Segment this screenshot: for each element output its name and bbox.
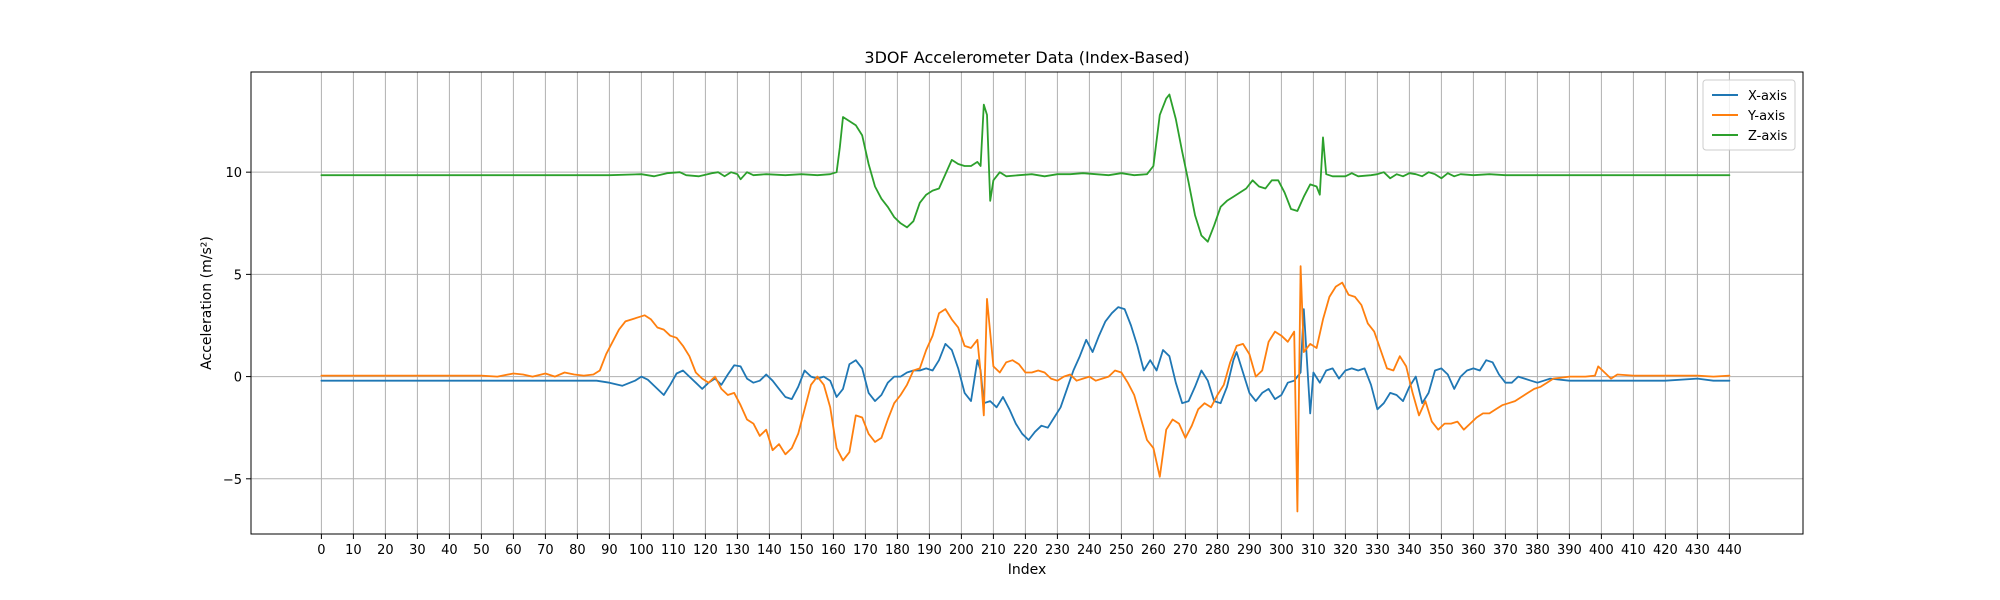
x-tick-label: 160 (821, 543, 846, 558)
grid (251, 72, 1803, 534)
x-tick-label: 300 (1269, 543, 1294, 558)
x-tick-label: 250 (1109, 543, 1134, 558)
x-tick-label: 90 (601, 543, 618, 558)
series-line-y-axis (320, 265, 1731, 513)
y-tick-label: 0 (234, 371, 242, 386)
plot-frame (250, 71, 1804, 535)
x-tick-label: 270 (1173, 543, 1198, 558)
x-tick-label: 320 (1333, 543, 1358, 558)
y-axis-label: Acceleration (m/s²) (199, 236, 215, 370)
x-tick-label: 180 (885, 543, 910, 558)
x-tick-label: 440 (1717, 543, 1742, 558)
x-axis-ticks: 0 10 20 30 40 50 60 70 80 90 100 110 120 130 140 150 160… (317, 534, 1742, 558)
x-tick-label: 150 (789, 543, 814, 558)
y-tick-label: 5 (234, 268, 242, 283)
y-tick-label: −5 (223, 473, 242, 488)
x-tick-label: 330 (1365, 543, 1390, 558)
x-tick-label: 400 (1589, 543, 1614, 558)
x-tick-label: 390 (1557, 543, 1582, 558)
x-tick-label: 80 (569, 543, 586, 558)
y-axis-ticks: −5 0 5 10 (223, 166, 251, 488)
x-tick-label: 10 (345, 543, 362, 558)
series-line-z-axis (320, 93, 1731, 243)
x-tick-label: 350 (1429, 543, 1454, 558)
series-lines (320, 93, 1731, 513)
x-tick-label: 370 (1493, 543, 1518, 558)
y-tick-label: 10 (225, 166, 242, 181)
x-tick-label: 170 (853, 543, 878, 558)
x-tick-label: 280 (1205, 543, 1230, 558)
x-tick-label: 140 (757, 543, 782, 558)
x-tick-label: 410 (1621, 543, 1646, 558)
x-tick-label: 380 (1525, 543, 1550, 558)
legend-label-z-axis: Z-axis (1748, 129, 1788, 144)
x-tick-label: 220 (1013, 543, 1038, 558)
x-tick-label: 240 (1077, 543, 1102, 558)
x-tick-label: 190 (917, 543, 942, 558)
x-tick-label: 260 (1141, 543, 1166, 558)
x-tick-label: 230 (1045, 543, 1070, 558)
x-tick-label: 130 (725, 543, 750, 558)
x-tick-label: 110 (661, 543, 686, 558)
chart-title: 3DOF Accelerometer Data (Index-Based) (864, 48, 1189, 67)
x-tick-label: 20 (377, 543, 394, 558)
x-axis-label: Index (1008, 562, 1047, 578)
series-line-x-axis (320, 306, 1731, 441)
legend-label-y-axis: Y-axis (1747, 109, 1785, 124)
x-tick-label: 310 (1301, 543, 1326, 558)
legend: X-axis Y-axis Z-axis (1702, 79, 1796, 151)
x-tick-label: 290 (1237, 543, 1262, 558)
x-tick-label: 100 (629, 543, 654, 558)
x-tick-label: 430 (1685, 543, 1710, 558)
x-tick-label: 200 (949, 543, 974, 558)
x-tick-label: 210 (981, 543, 1006, 558)
x-tick-label: 50 (473, 543, 490, 558)
x-tick-label: 60 (505, 543, 522, 558)
x-tick-label: 340 (1397, 543, 1422, 558)
x-tick-label: 30 (409, 543, 426, 558)
x-tick-label: 40 (441, 543, 458, 558)
x-tick-label: 70 (537, 543, 554, 558)
legend-label-x-axis: X-axis (1748, 89, 1787, 104)
x-tick-label: 360 (1461, 543, 1486, 558)
x-tick-label: 420 (1653, 543, 1678, 558)
x-tick-label: 120 (693, 543, 718, 558)
x-tick-label: 0 (317, 543, 325, 558)
legend-box (1702, 79, 1796, 151)
